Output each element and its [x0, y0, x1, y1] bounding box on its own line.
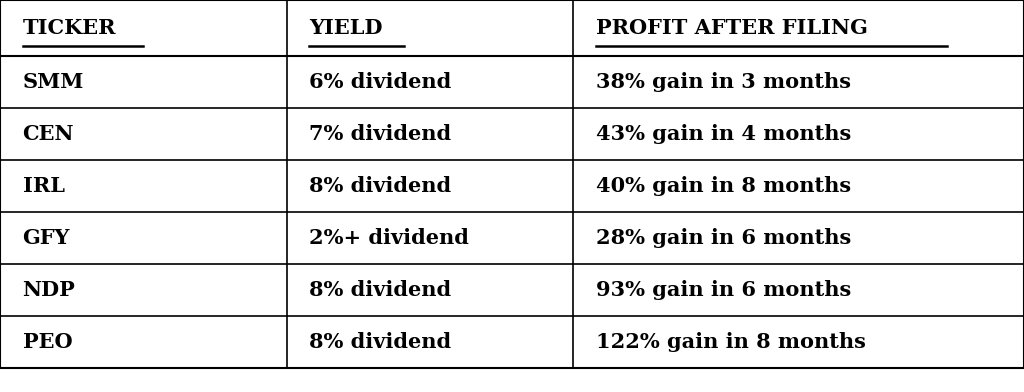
Text: 2%+ dividend: 2%+ dividend [309, 228, 469, 248]
Text: 6% dividend: 6% dividend [309, 72, 452, 92]
Text: SMM: SMM [23, 72, 84, 92]
Text: 8% dividend: 8% dividend [309, 280, 452, 300]
Text: TICKER: TICKER [23, 18, 116, 38]
Text: 8% dividend: 8% dividend [309, 176, 452, 196]
Text: IRL: IRL [23, 176, 65, 196]
Text: 93% gain in 6 months: 93% gain in 6 months [596, 280, 851, 300]
Text: 28% gain in 6 months: 28% gain in 6 months [596, 228, 851, 248]
Text: YIELD: YIELD [309, 18, 383, 38]
Text: 122% gain in 8 months: 122% gain in 8 months [596, 332, 866, 352]
Text: 43% gain in 4 months: 43% gain in 4 months [596, 124, 851, 144]
Text: GFY: GFY [23, 228, 70, 248]
Text: PEO: PEO [23, 332, 72, 352]
Text: 8% dividend: 8% dividend [309, 332, 452, 352]
Text: NDP: NDP [23, 280, 76, 300]
Text: PROFIT AFTER FILING: PROFIT AFTER FILING [596, 18, 868, 38]
Text: CEN: CEN [23, 124, 74, 144]
Text: 7% dividend: 7% dividend [309, 124, 452, 144]
Text: 38% gain in 3 months: 38% gain in 3 months [596, 72, 851, 92]
Text: 40% gain in 8 months: 40% gain in 8 months [596, 176, 851, 196]
